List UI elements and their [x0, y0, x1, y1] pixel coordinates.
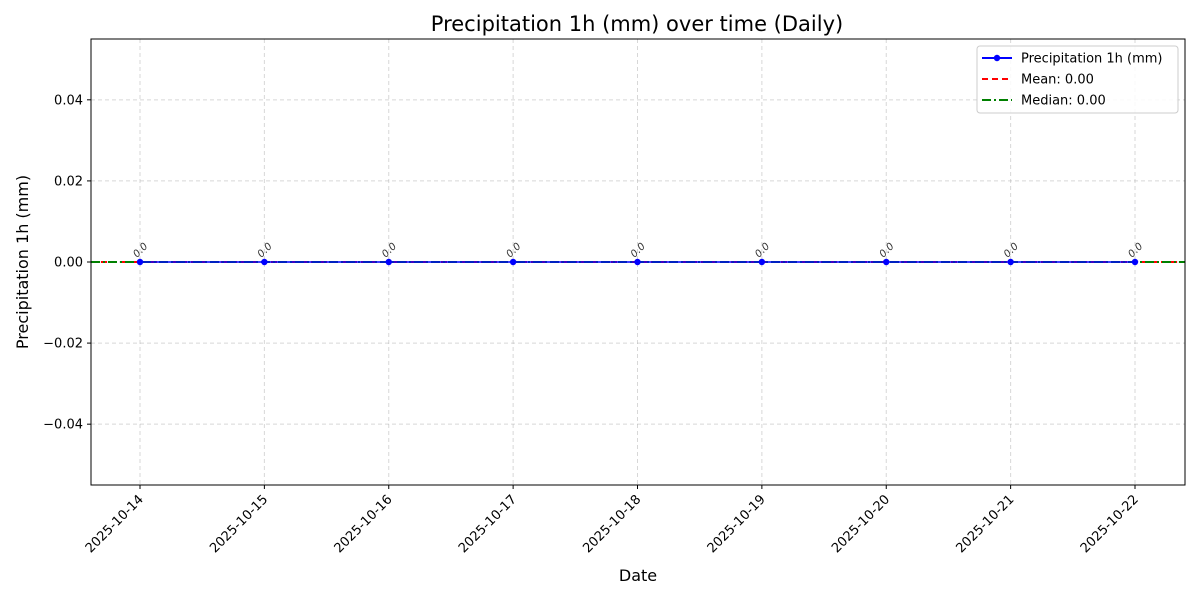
data-label: 0.0 — [380, 241, 399, 260]
y-axis-title: Precipitation 1h (mm) — [13, 175, 32, 349]
data-label: 0.0 — [504, 241, 523, 260]
x-tick-label: 2025-10-20 — [829, 492, 893, 556]
data-label: 0.0 — [1126, 241, 1145, 260]
data-point — [758, 258, 766, 266]
y-tick-label: 0.02 — [54, 174, 83, 189]
x-tick-label: 2025-10-15 — [207, 492, 271, 556]
legend-marker — [993, 54, 1001, 62]
data-point — [1131, 258, 1139, 266]
chart-title: Precipitation 1h (mm) over time (Daily) — [431, 12, 843, 36]
x-tick-label: 2025-10-19 — [705, 492, 769, 556]
data-label: 0.0 — [629, 241, 648, 260]
data-point — [509, 258, 517, 266]
x-tick-label: 2025-10-22 — [1078, 492, 1142, 556]
data-label: 0.0 — [1002, 241, 1021, 260]
data-point — [385, 258, 392, 266]
x-axis-title: Date — [619, 566, 657, 585]
x-tick-label: 2025-10-16 — [332, 492, 396, 556]
legend-label: Mean: 0.00 — [1021, 73, 1094, 88]
data-label: 0.0 — [256, 241, 275, 260]
y-tick-label: −0.02 — [43, 337, 83, 352]
x-tick-label: 2025-10-17 — [456, 492, 520, 556]
x-tick-label: 2025-10-14 — [83, 492, 147, 556]
data-point — [883, 258, 890, 266]
data-label: 0.0 — [131, 241, 150, 260]
data-point — [1007, 258, 1014, 266]
x-tick-label: 2025-10-21 — [953, 492, 1017, 556]
data-label: 0.0 — [878, 241, 897, 260]
y-tick-label: 0.00 — [54, 256, 83, 271]
legend-label: Precipitation 1h (mm) — [1021, 52, 1163, 67]
legend-label: Median: 0.00 — [1021, 94, 1106, 109]
y-tick-label: −0.04 — [43, 418, 83, 433]
data-point — [136, 258, 144, 266]
data-point — [634, 258, 641, 266]
y-tick-label: 0.04 — [54, 93, 83, 108]
legend-box — [976, 45, 1179, 114]
chart-legend: Precipitation 1h (mm) Mean: 0.00 Median: 0… — [976, 45, 1179, 114]
data-label: 0.0 — [753, 241, 772, 260]
data-point — [261, 258, 268, 266]
x-tick-label: 2025-10-18 — [580, 492, 644, 556]
